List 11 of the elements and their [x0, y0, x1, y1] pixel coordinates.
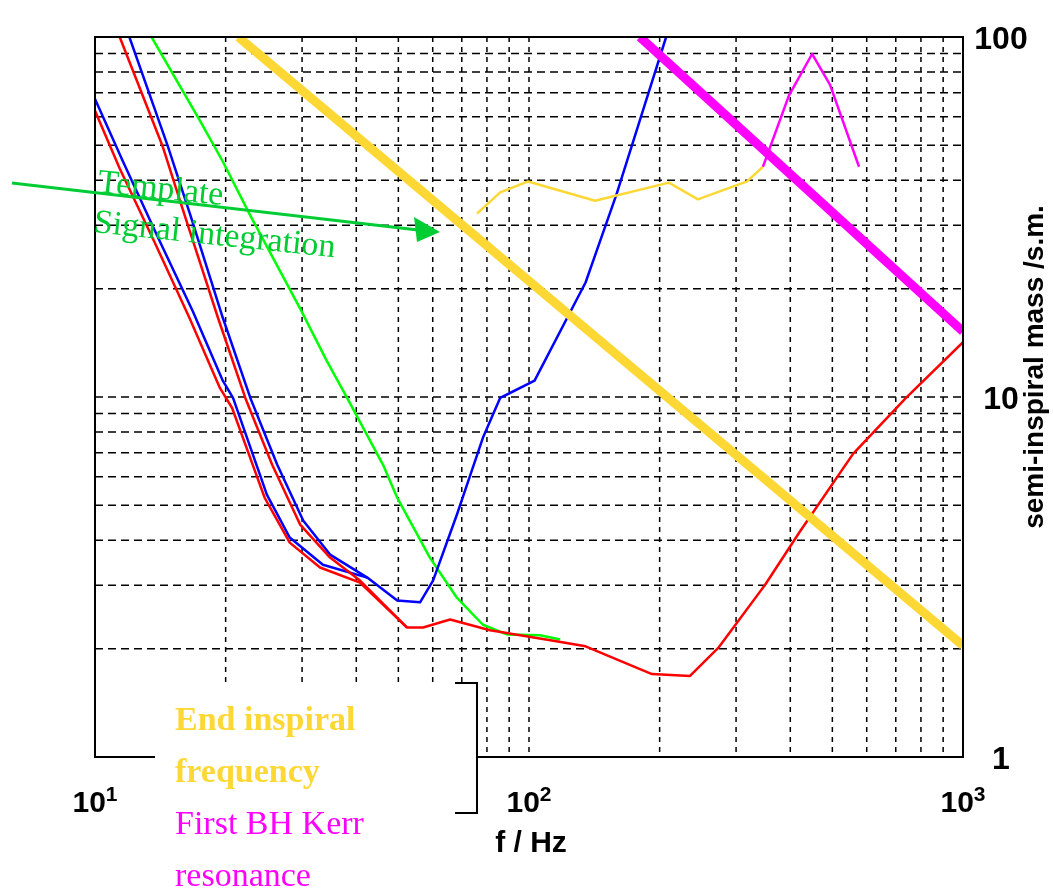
y-axis-title: semi-inspiral mass /s.m. [1018, 205, 1049, 529]
y-tick-label: 1 [992, 740, 1010, 776]
text: End inspiral frequency [175, 700, 356, 789]
annotation: Template Signal integration [92, 162, 338, 265]
text: First BH Kerr resonance [175, 804, 365, 888]
x-axis-title: f / Hz [495, 825, 567, 858]
x-tick-label: 10$^{3}$ [940, 781, 986, 818]
x-tick-label: 10$^{1}$ [72, 781, 118, 818]
y-tick-label: 10 [983, 380, 1019, 416]
y-tick-label: 100 [974, 20, 1028, 56]
x-tick-label: 10$^{2}$ [506, 781, 552, 818]
